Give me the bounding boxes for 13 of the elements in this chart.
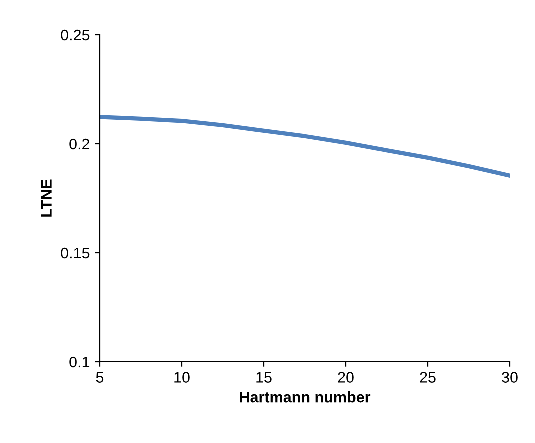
- x-tick-label: 5: [96, 372, 104, 383]
- x-tick-label: 30: [502, 372, 518, 383]
- y-tick-label: 0.15: [61, 248, 90, 259]
- x-tick-label: 10: [174, 372, 190, 383]
- y-tick-label: 0.25: [61, 30, 90, 41]
- y-tick-label: 0.1: [70, 356, 90, 368]
- x-tick-label: 20: [338, 372, 354, 383]
- y-axis-title: LTNE: [41, 180, 52, 217]
- y-tick-label: 0.2: [70, 138, 90, 150]
- x-axis-title: Hartmann number: [240, 392, 371, 403]
- x-tick-label: 15: [256, 372, 272, 383]
- x-tick-label: 25: [420, 372, 436, 383]
- line-series: [100, 115, 510, 178]
